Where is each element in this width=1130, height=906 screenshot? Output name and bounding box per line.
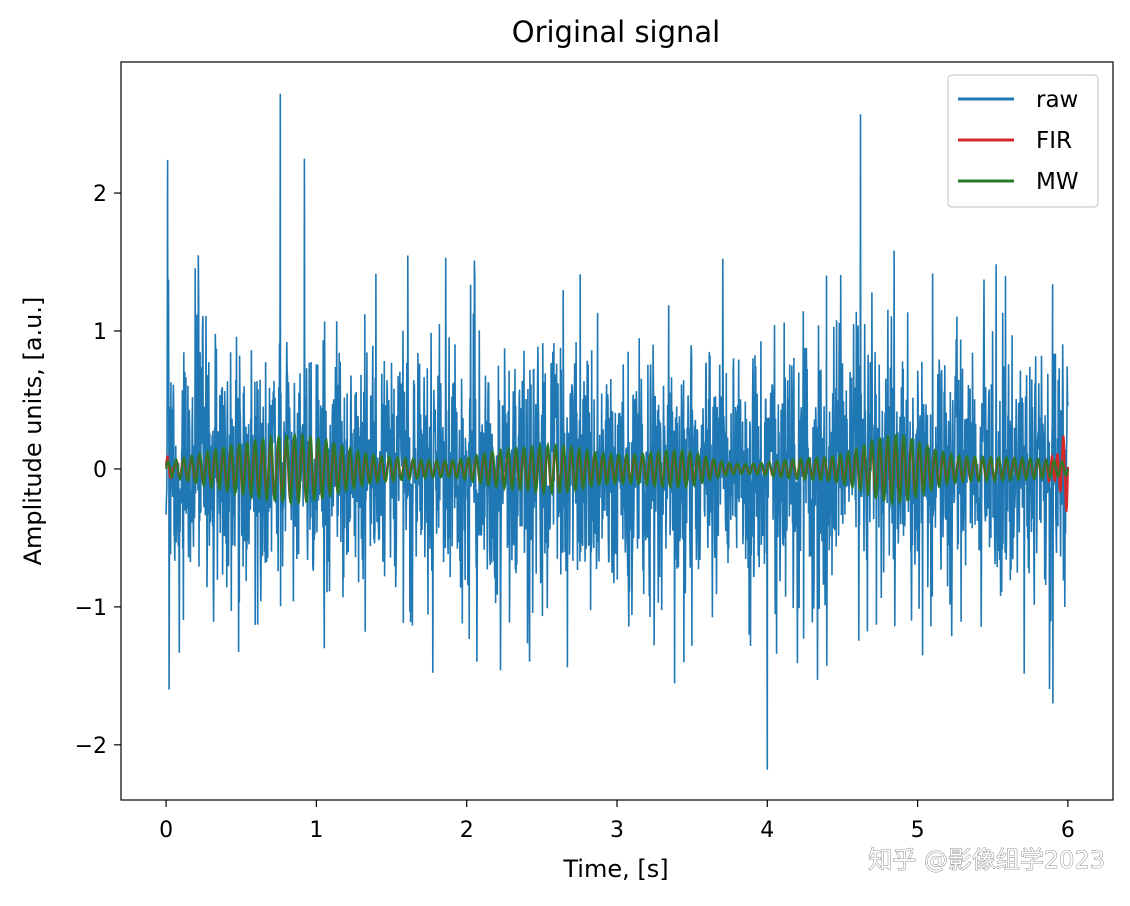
x-axis: 0 1 2 3 4 5 6: [159, 800, 1075, 843]
x-tick-label: 3: [610, 818, 624, 843]
legend-label-fir: FIR: [1036, 128, 1072, 154]
x-tick-label: 4: [760, 818, 774, 843]
series-mw-line: [165, 432, 1069, 507]
y-tick-label: −2: [75, 734, 107, 759]
x-tick-label: 5: [911, 818, 925, 843]
series-raw-line: [165, 93, 1069, 770]
plot-area: [165, 93, 1069, 770]
y-axis: −2 −1 0 1 2: [75, 182, 121, 759]
y-tick-label: 1: [93, 320, 107, 345]
y-tick-label: 2: [93, 182, 107, 207]
y-tick-label: −1: [75, 596, 107, 621]
y-tick-label: 0: [93, 458, 107, 483]
x-tick-label: 0: [159, 818, 173, 843]
chart-title: Original signal: [512, 15, 720, 49]
legend-label-mw: MW: [1036, 169, 1079, 195]
legend-label-raw: raw: [1036, 87, 1078, 113]
x-tick-label: 6: [1061, 818, 1075, 843]
x-tick-label: 1: [309, 818, 323, 843]
watermark: 知乎 @影像组学2023: [868, 846, 1105, 874]
x-tick-label: 2: [460, 818, 474, 843]
legend-box: [947, 74, 1099, 208]
y-axis-label: Amplitude units, [a.u.]: [19, 297, 47, 566]
legend: raw FIR MW: [947, 74, 1099, 208]
x-axis-label: Time, [s]: [562, 855, 668, 883]
